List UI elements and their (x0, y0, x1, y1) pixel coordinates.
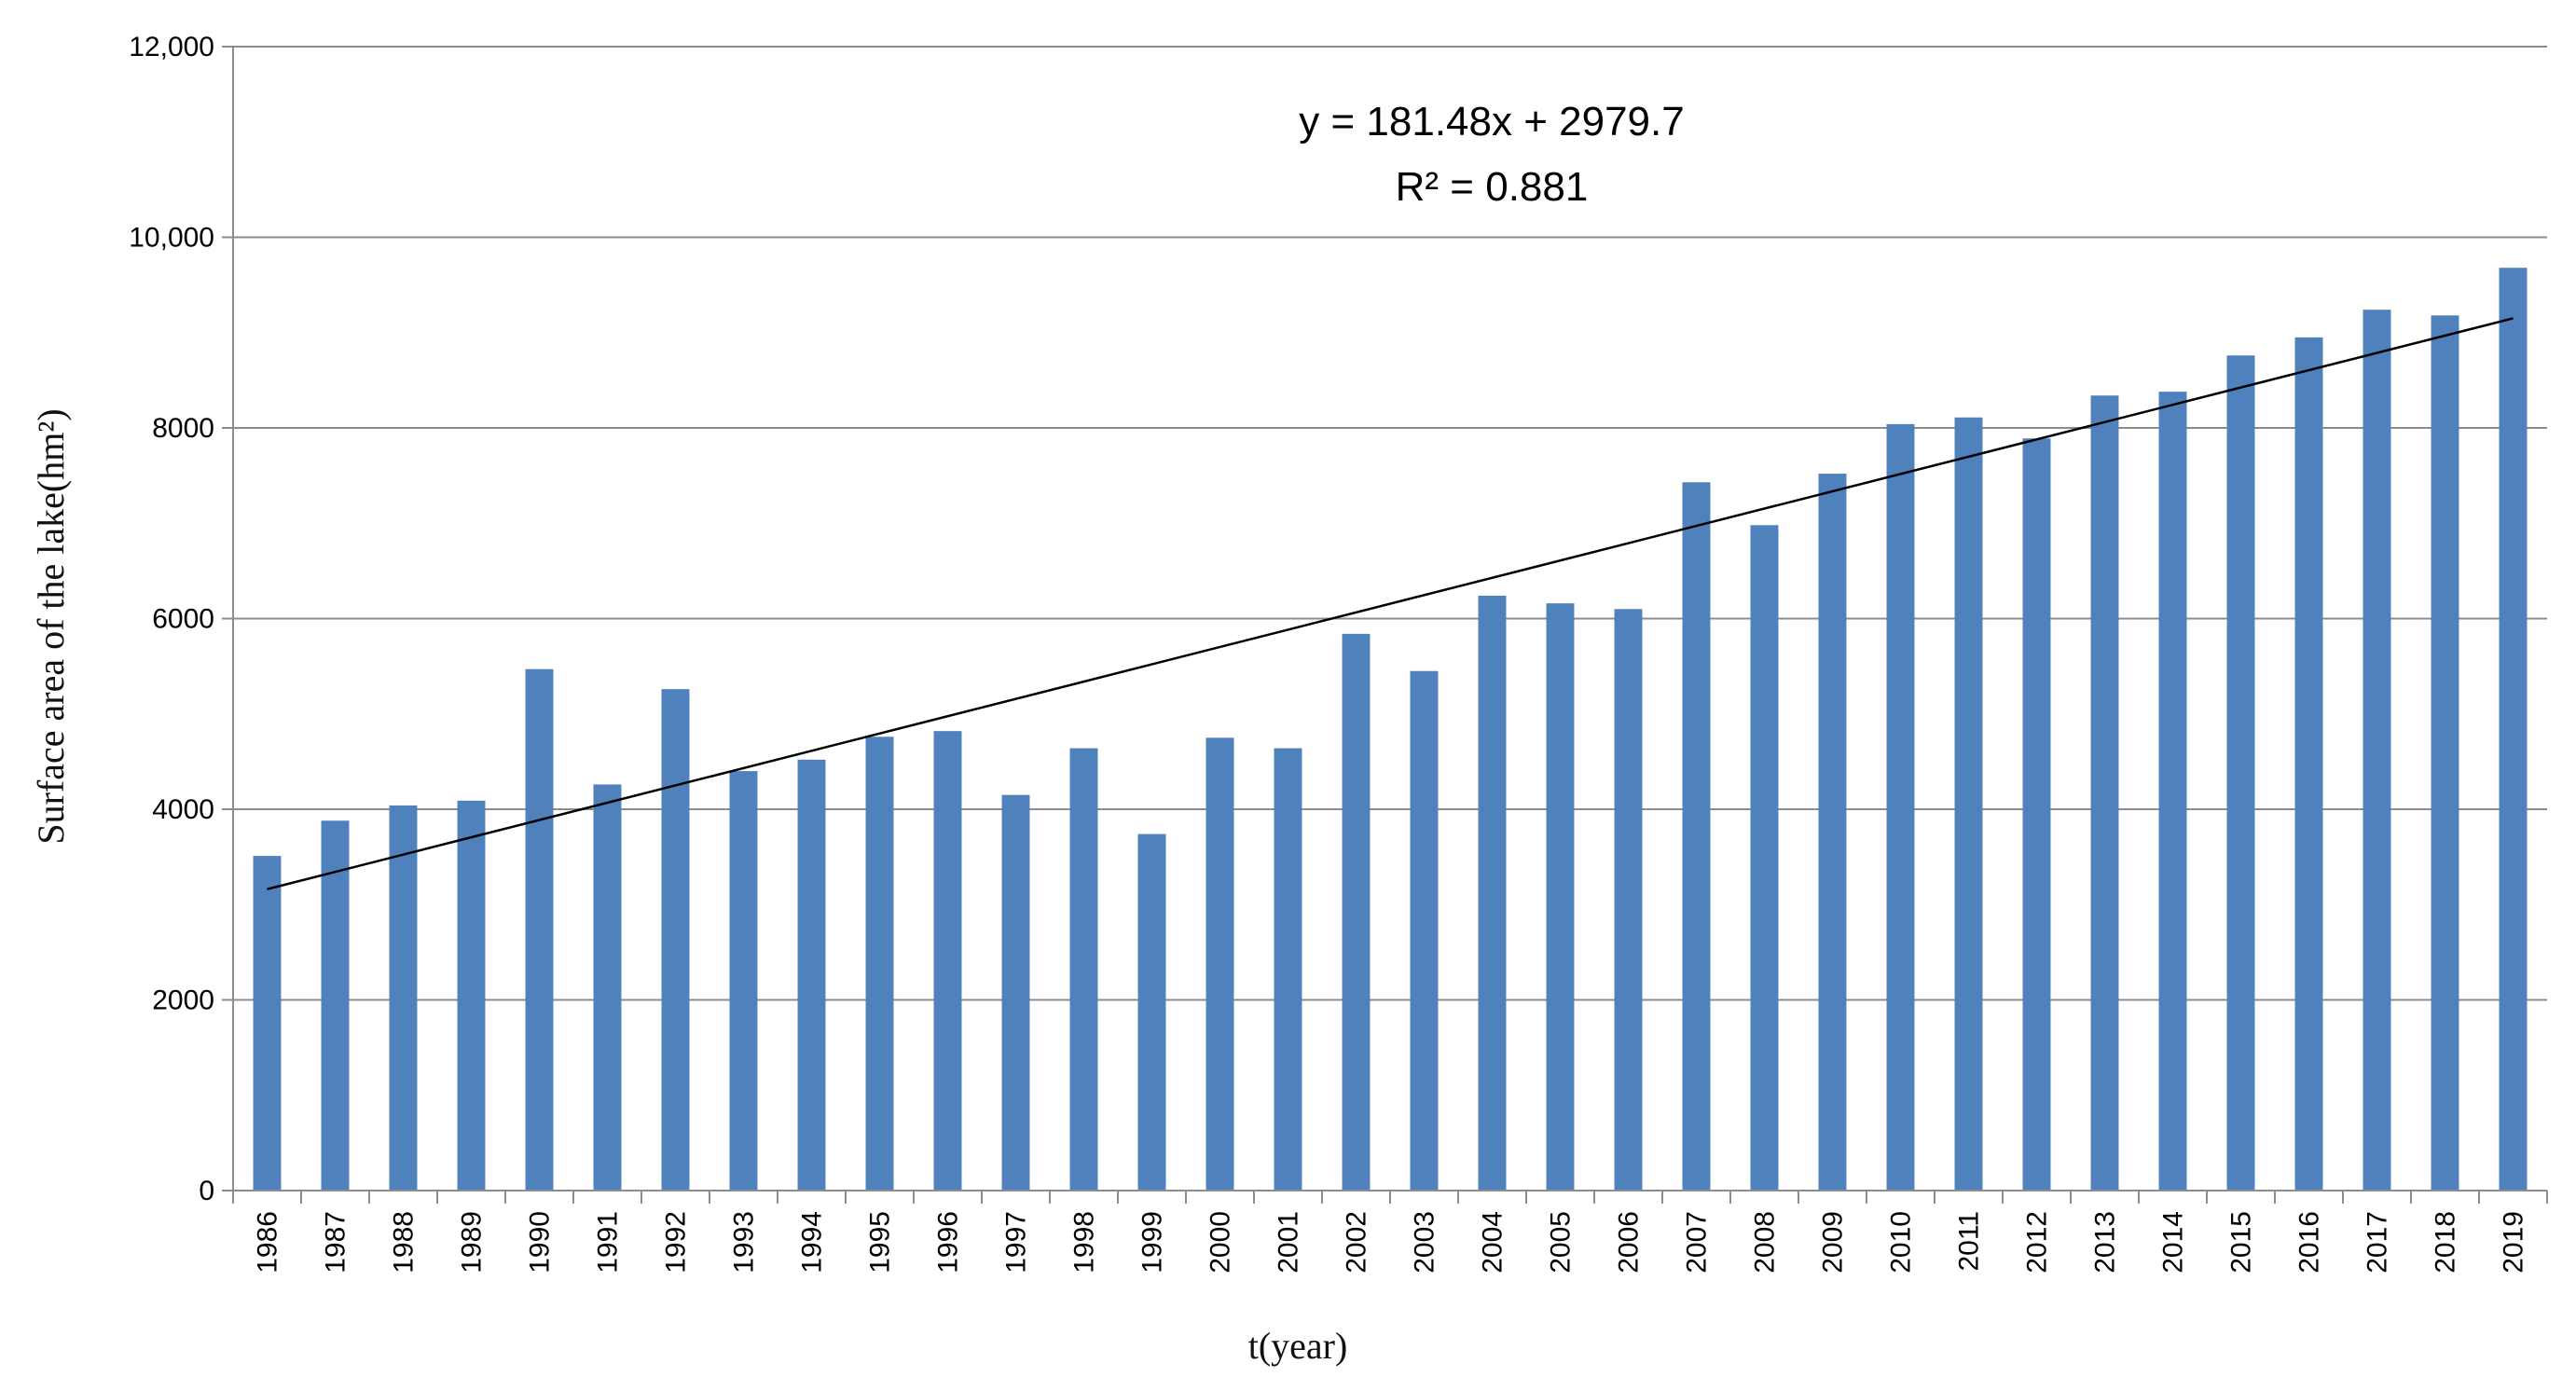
y-axis-title: Surface area of the lake(hm²) (30, 408, 72, 844)
axes (222, 46, 2548, 1204)
x-tick-label: 1993 (729, 1211, 760, 1274)
x-tick-label: 2006 (1614, 1211, 1645, 1274)
bar-2015 (2226, 355, 2255, 1191)
x-tick-label: 1986 (253, 1211, 283, 1274)
x-tick-label: 2002 (1342, 1211, 1372, 1274)
x-tick-label: 1997 (1001, 1211, 1032, 1274)
y-tick-label: 4000 (152, 794, 214, 825)
y-tick-label: 12,000 (129, 32, 214, 62)
bar-2002 (1342, 633, 1371, 1191)
x-tick-label: 2018 (2431, 1211, 2461, 1274)
trendline-r-squared: R² = 0.881 (1396, 164, 1589, 210)
bar-2016 (2294, 337, 2323, 1191)
x-tick-label: 1995 (865, 1211, 896, 1274)
bar-2003 (1410, 670, 1439, 1191)
x-tick-label: 1994 (797, 1211, 828, 1274)
bar-1998 (1069, 748, 1098, 1191)
x-tick-label: 2009 (1818, 1211, 1849, 1274)
x-tick-label: 2007 (1682, 1211, 1713, 1274)
trendline-group (267, 317, 2514, 890)
x-tick-label: 2014 (2158, 1211, 2189, 1274)
x-tick-label: 1989 (457, 1211, 488, 1274)
x-tick-label: 2001 (1274, 1211, 1304, 1274)
bar-2007 (1682, 482, 1711, 1191)
y-tick-label: 8000 (152, 413, 214, 444)
bar-1999 (1137, 833, 1166, 1191)
bar-2009 (1818, 474, 1847, 1191)
x-tick-label: 2011 (1954, 1211, 1985, 1272)
x-tick-label: 2004 (1478, 1211, 1508, 1274)
bar-2008 (1750, 525, 1779, 1191)
bar-1992 (661, 689, 690, 1191)
x-tick-label: 2017 (2362, 1211, 2393, 1274)
bar-2005 (1546, 603, 1575, 1191)
x-tick-label: 2010 (1886, 1211, 1917, 1274)
x-tick-labels: 1986 1987 1988 1989 1990 1991 1992 1993 1994 1995… (253, 1211, 2529, 1274)
bar-2000 (1205, 737, 1234, 1191)
x-tick-label: 1987 (321, 1211, 351, 1274)
bar-1986 (253, 856, 282, 1191)
bar-2011 (1954, 417, 1983, 1191)
y-tick-label: 6000 (152, 604, 214, 635)
bar-2006 (1614, 609, 1643, 1191)
x-axis-title: t(year) (1248, 1325, 1348, 1367)
bar-1989 (457, 800, 486, 1191)
bar-2019 (2499, 268, 2528, 1191)
x-tick-label: 2015 (2226, 1211, 2257, 1274)
bars (253, 268, 2528, 1191)
x-tick-label: 1999 (1137, 1211, 1168, 1274)
x-tick-label: 2003 (1410, 1211, 1440, 1274)
x-tick-label: 2019 (2499, 1211, 2529, 1274)
bar-1993 (729, 771, 758, 1191)
x-tick-label: 1990 (525, 1211, 556, 1274)
bar-2004 (1478, 595, 1507, 1191)
bar-1991 (593, 784, 622, 1191)
y-tick-label: 0 (199, 1176, 214, 1206)
x-tick-label: 2012 (2022, 1211, 2053, 1274)
bar-1994 (797, 759, 826, 1191)
bar-2010 (1886, 423, 1915, 1191)
y-tick-label: 10,000 (129, 223, 214, 254)
gridlines (233, 46, 2547, 1001)
x-tick-label: 1992 (661, 1211, 692, 1274)
bar-2014 (2158, 392, 2187, 1191)
bar-1995 (865, 737, 894, 1191)
x-tick-label: 2000 (1205, 1211, 1236, 1274)
y-tick-labels: 0 2000 4000 6000 8000 10,000 12,000 (129, 32, 214, 1206)
bar-2017 (2362, 310, 2391, 1191)
trendline (267, 317, 2514, 890)
trendline-equation: y = 181.48x + 2979.7 (1299, 99, 1684, 145)
bar-1988 (389, 805, 418, 1191)
x-tick-label: 1991 (593, 1211, 624, 1274)
x-tick-label: 1988 (389, 1211, 420, 1274)
bar-1996 (933, 731, 962, 1191)
bar-1997 (1001, 794, 1030, 1191)
x-tick-label: 2008 (1750, 1211, 1781, 1274)
bar-2012 (2022, 438, 2051, 1191)
y-tick-label: 2000 (152, 985, 214, 1016)
bar-1987 (321, 820, 350, 1191)
bar-2018 (2431, 315, 2459, 1191)
x-tick-label: 1996 (933, 1211, 964, 1274)
x-tick-label: 2016 (2294, 1211, 2325, 1274)
bar-2001 (1274, 748, 1302, 1191)
bar-1990 (525, 668, 554, 1191)
x-tick-label: 2005 (1546, 1211, 1577, 1274)
x-tick-label: 1998 (1069, 1211, 1100, 1274)
bar-2013 (2090, 395, 2119, 1191)
x-tick-label: 2013 (2090, 1211, 2121, 1274)
